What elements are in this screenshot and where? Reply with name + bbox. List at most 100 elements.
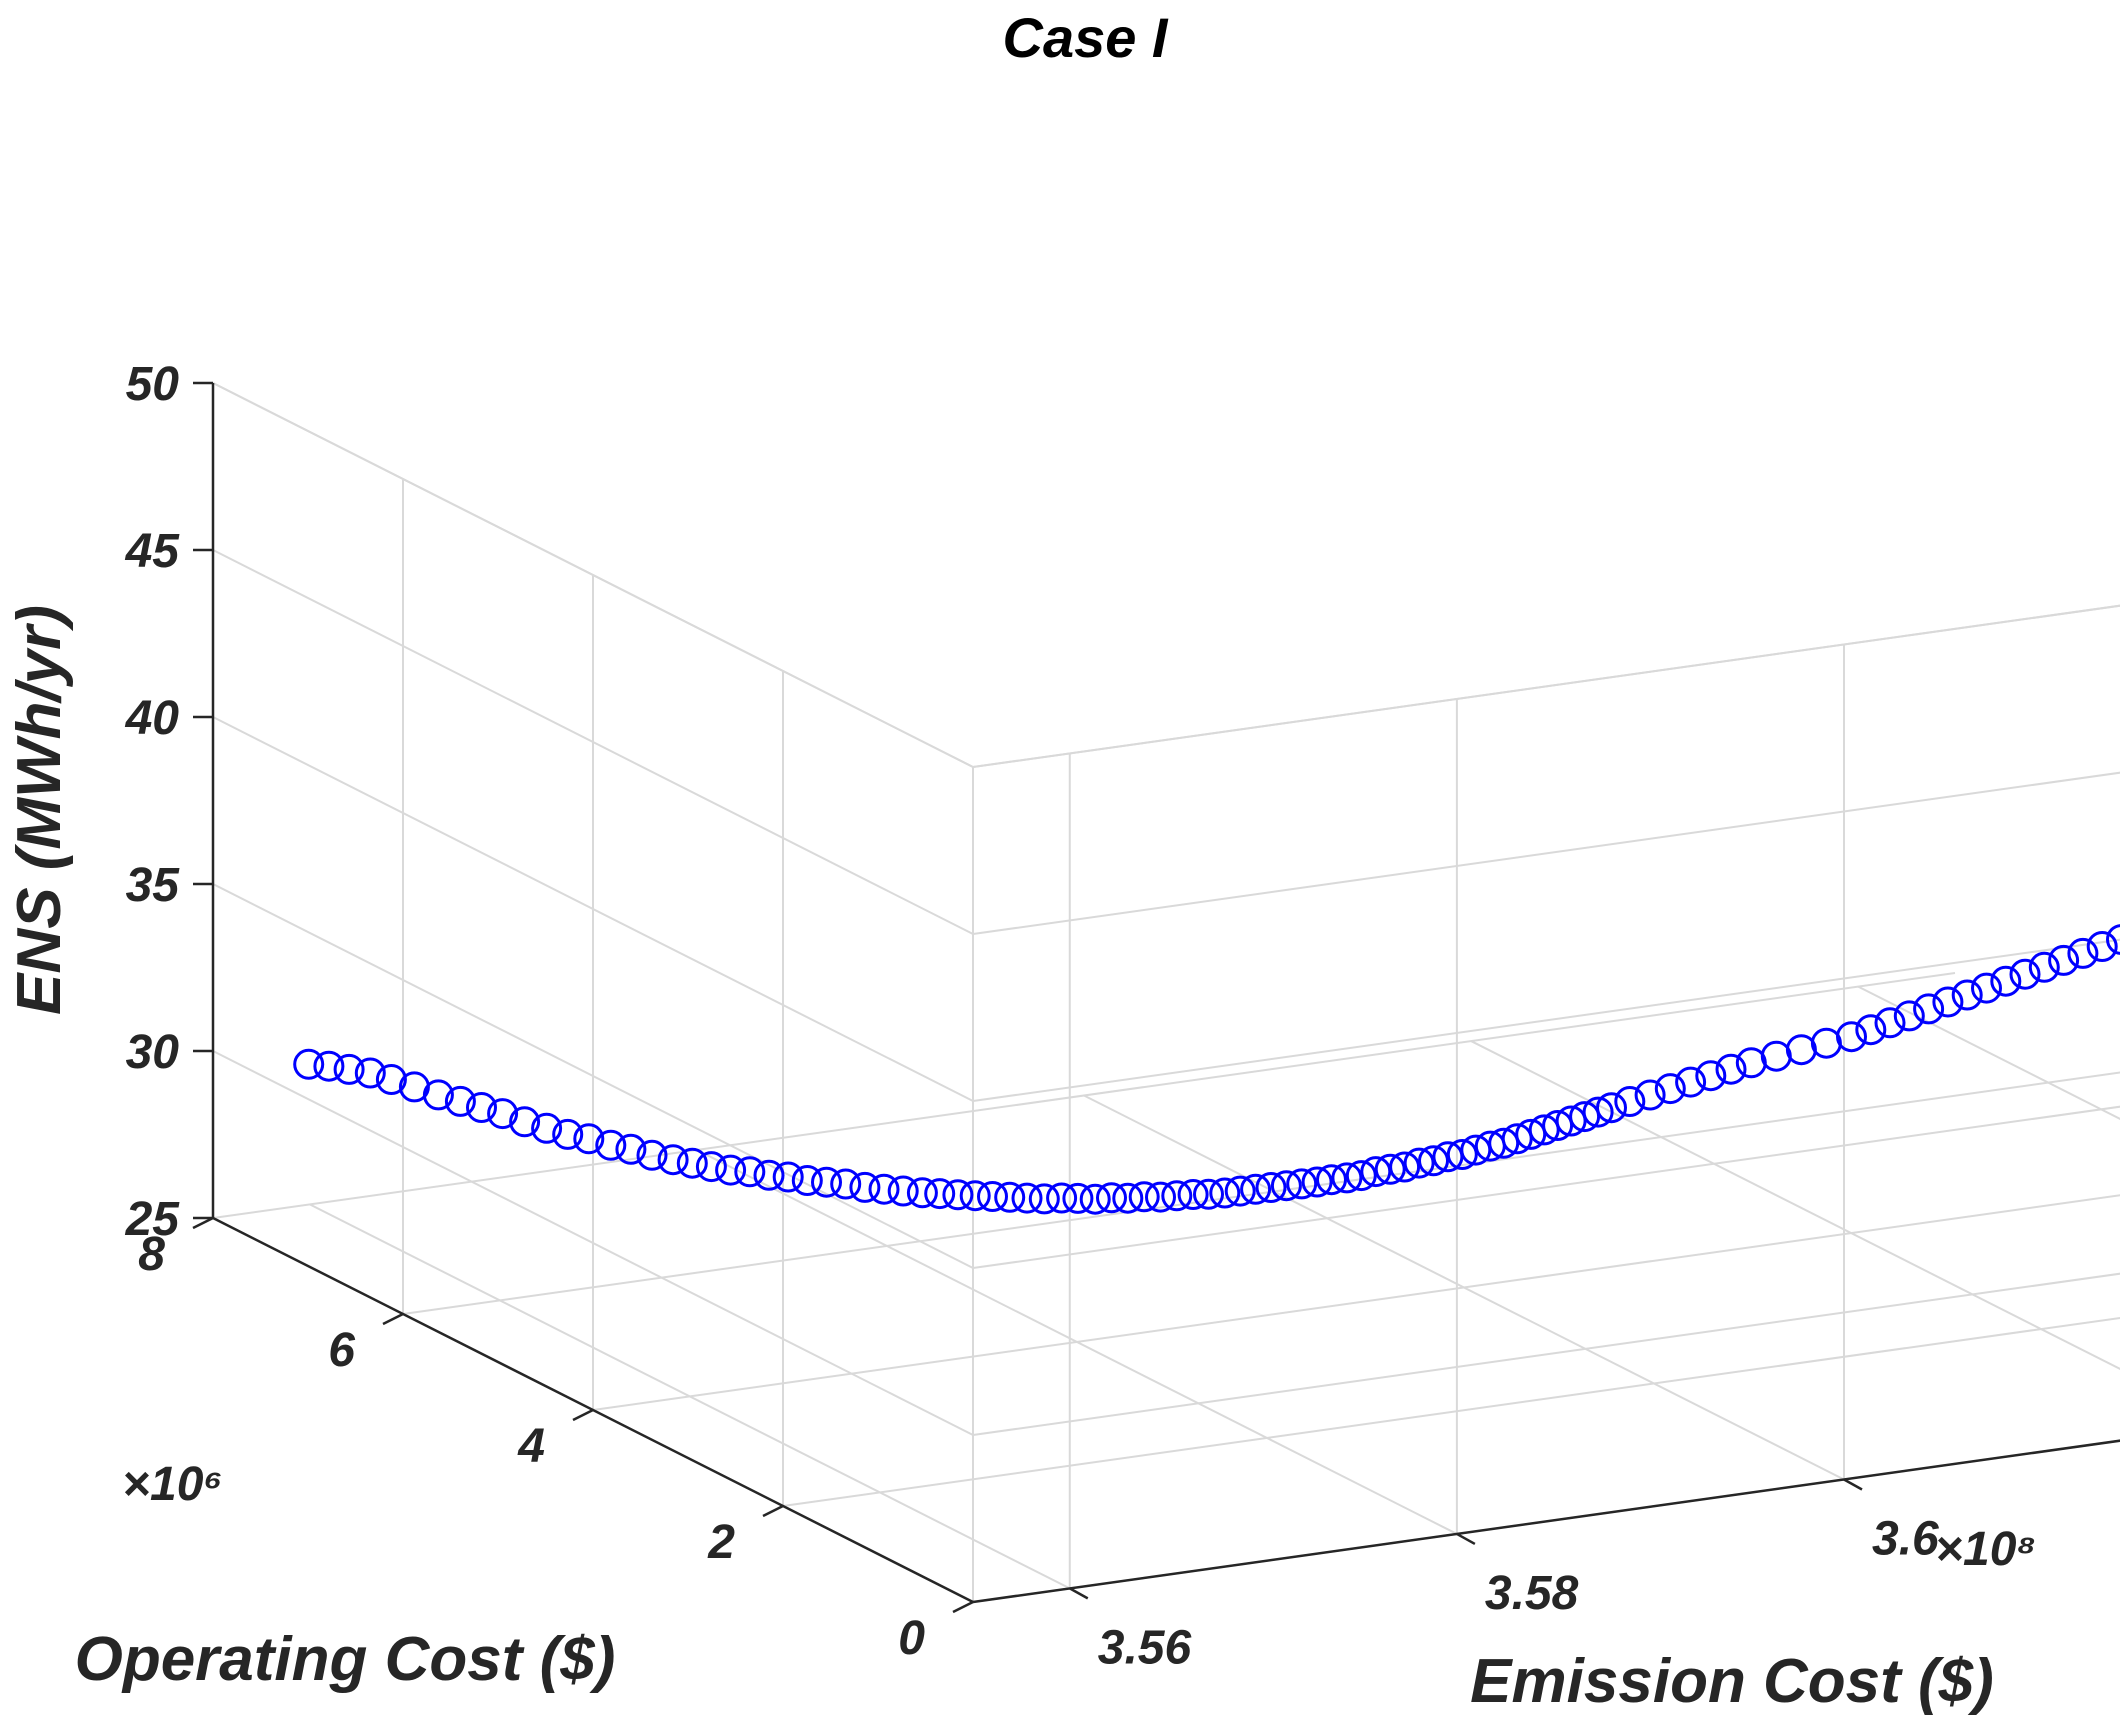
data-point [849,1171,881,1203]
data-point [811,1166,842,1198]
data-point [1011,1182,1043,1214]
y-tick-mark [952,1600,974,1614]
data-point [1145,1181,1176,1213]
data-point [354,1057,386,1089]
box-edge [972,604,2120,768]
data-point [1488,1127,1520,1159]
floor-gridline [592,1194,2120,1411]
data-point [293,1048,325,1080]
data-point [772,1161,804,1193]
x-tick-mark [1069,1587,1089,1600]
data-point [636,1139,668,1171]
chart-title: Case I [1003,6,1169,69]
side-wall-gridline [212,716,974,1102]
data-point [1990,965,2022,997]
floor-gridline [782,1316,2120,1507]
data-point [1389,1151,1421,1183]
y-axis-exponent: ×10⁶ [122,1458,223,1511]
data-point [1528,1114,1560,1146]
z-tick-label: 50 [126,358,180,411]
data-point [676,1147,708,1179]
side-wall-gridline [212,549,974,935]
data-point [573,1123,605,1155]
data-point [1675,1066,1707,1098]
y-tick-mark [572,1408,594,1422]
x-tick-mark [1456,1532,1476,1546]
data-point [1695,1060,1727,1092]
back-wall-gridline [972,771,2120,935]
data-point [1634,1079,1666,1111]
data-point [1331,1162,1363,1194]
data-point [1096,1182,1127,1214]
data-point [1316,1164,1347,1196]
data-point [422,1079,454,1111]
data-point [1654,1073,1686,1105]
data-point [1515,1118,1547,1150]
data-point [1301,1166,1333,1198]
data-point [1270,1170,1302,1202]
data-point [1582,1096,1614,1128]
data-point [830,1168,862,1200]
floor-gridline [1857,985,2120,1120]
data-point [715,1154,747,1186]
data-point [615,1133,647,1165]
data-point [1555,1105,1587,1137]
box-edge [212,382,974,768]
data-point [1062,1182,1094,1214]
data-point [1932,986,1964,1018]
data-point [1403,1147,1435,1179]
data-point [1614,1086,1646,1117]
side-wall-gridline [212,1050,974,1436]
side-wall-gridline [212,883,974,1269]
data-point [1971,972,2002,1004]
y-tick-label: 2 [707,1516,735,1569]
back-wall-gridline [972,604,2120,768]
x-axis-label: Emission Cost ($) [1470,1647,1994,1716]
y-tick-mark [192,1216,214,1230]
y-tick-label: 4 [517,1420,545,1473]
data-point [1951,979,1983,1011]
data-point [1079,1183,1111,1215]
data-point [1345,1160,1377,1192]
x-axis-exponent: ×10⁸ [1935,1523,2036,1576]
x-tick-mark [1843,1478,1863,1491]
data-point [977,1181,1008,1212]
data-point [1735,1047,1767,1079]
data-point [1046,1182,1078,1214]
y-tick-mark [762,1504,784,1518]
y-tick-mark [382,1312,404,1326]
data-point [994,1181,1026,1213]
data-point [924,1178,956,1210]
data-point [734,1156,766,1188]
data-point [695,1151,727,1183]
floor-gridline [212,972,1956,1219]
data-point [1240,1173,1272,1205]
data-point [1874,1007,1906,1039]
data-point [2028,951,2060,983]
data-point [1569,1101,1601,1133]
data-point [753,1159,785,1191]
y-tick-label: 6 [328,1324,355,1377]
data-point [906,1177,938,1209]
data-point [1418,1145,1449,1177]
data-points [293,924,2120,1215]
data-point [1286,1168,1318,1200]
data-point [1893,1000,1925,1032]
data-point [1374,1153,1406,1185]
z-tick-label: 35 [126,859,181,912]
data-point [1112,1182,1144,1214]
data-point [2048,944,2080,976]
data-point [333,1053,365,1085]
data-point [1209,1177,1241,1209]
data-point [1501,1123,1533,1155]
data-point [1128,1181,1160,1213]
data-point [1193,1178,1224,1210]
y-tick-label: 8 [138,1228,165,1281]
data-point [1836,1021,1867,1053]
data-point [1715,1053,1747,1085]
back-wall-gridline [972,1105,2120,1269]
data-point [959,1180,991,1212]
data-point [1810,1027,1842,1059]
